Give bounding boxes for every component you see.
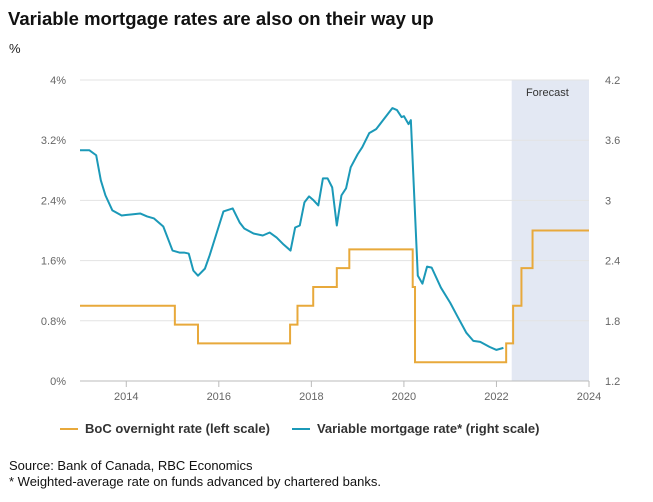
left-tick-label: 2.4% <box>41 195 66 207</box>
right-tick-label: 1.2 <box>605 376 620 388</box>
forecast-label: Forecast <box>526 87 569 99</box>
right-tick-label: 4.2 <box>605 75 620 87</box>
left-tick-label: 1.6% <box>41 256 66 268</box>
legend-label-boc: BoC overnight rate (left scale) <box>85 421 270 436</box>
legend-item-boc: BoC overnight rate (left scale) <box>60 421 270 436</box>
axes: 0% 1.2 0.8% 1.8 1.6% 2.4 2.4% 3 3.2% 3.6 4% 4.2 2014… <box>41 75 620 403</box>
footnote: * Weighted-average rate on funds advance… <box>9 474 381 489</box>
legend-swatch-mortgage <box>291 427 310 430</box>
x-tick-label: 2014 <box>114 391 138 403</box>
series-variable-mortgage-rate <box>80 107 504 351</box>
right-tick-label: 3.6 <box>605 135 620 147</box>
x-tick-label: 2022 <box>484 391 508 403</box>
right-tick-label: 1.8 <box>605 316 620 328</box>
series <box>80 107 589 364</box>
legend: BoC overnight rate (left scale) Variable… <box>60 421 561 436</box>
left-tick-label: 0.8% <box>41 316 66 328</box>
left-tick-label: 3.2% <box>41 135 66 147</box>
footer: Source: Bank of Canada, RBC Economics * … <box>9 458 381 490</box>
x-tick-label: 2020 <box>392 391 416 403</box>
legend-label-mortgage: Variable mortgage rate* (right scale) <box>316 421 540 436</box>
x-tick-label: 2024 <box>577 391 601 403</box>
left-tick-label: 4% <box>50 75 66 87</box>
source-note: Source: Bank of Canada, RBC Economics <box>9 458 253 473</box>
x-tick-label: 2018 <box>299 391 323 403</box>
legend-item-mortgage: Variable mortgage rate* (right scale) <box>291 421 540 436</box>
legend-swatch-boc <box>60 427 78 430</box>
y-axis-unit: % <box>9 41 21 56</box>
chart-title: Variable mortgage rates are also on thei… <box>8 8 434 29</box>
right-tick-label: 2.4 <box>605 256 620 268</box>
left-tick-label: 0% <box>50 376 66 388</box>
series-boc-overnight-rate <box>80 229 589 364</box>
line-chart: Forecast 0% 1.2 0.8% 1.8 1.6% 2.4 2.4% 3 3.2% 3.6… <box>41 75 620 403</box>
right-tick-label: 3 <box>605 195 611 207</box>
x-tick-label: 2016 <box>207 391 231 403</box>
